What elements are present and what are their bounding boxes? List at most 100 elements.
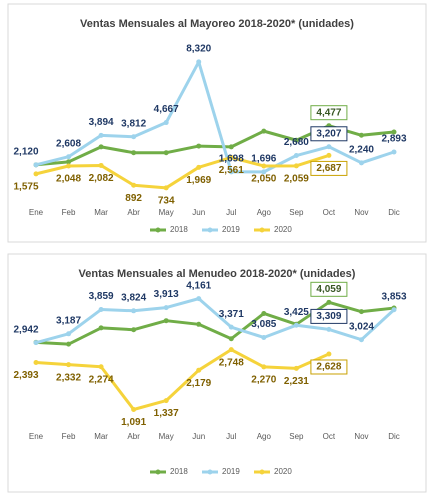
data-label: 1,698 bbox=[219, 153, 244, 164]
point bbox=[293, 322, 299, 328]
point bbox=[163, 185, 169, 191]
point bbox=[33, 162, 39, 168]
data-label: 2,748 bbox=[219, 357, 244, 368]
data-label: 2,608 bbox=[56, 138, 81, 149]
point bbox=[358, 132, 364, 138]
data-label: 3,812 bbox=[121, 118, 146, 129]
point bbox=[196, 321, 202, 327]
data-label: 3,425 bbox=[284, 307, 309, 318]
point bbox=[33, 171, 39, 177]
point bbox=[131, 182, 137, 188]
data-label: 2,059 bbox=[284, 173, 309, 184]
data-label: 3,894 bbox=[89, 117, 114, 128]
data-label: 2,270 bbox=[251, 375, 276, 386]
point bbox=[196, 59, 202, 65]
point bbox=[163, 120, 169, 126]
point bbox=[163, 150, 169, 156]
point bbox=[358, 160, 364, 166]
data-label: 1,969 bbox=[186, 175, 211, 186]
point bbox=[261, 334, 267, 340]
data-label: 2,120 bbox=[13, 146, 38, 157]
point bbox=[66, 154, 72, 160]
point bbox=[358, 309, 364, 315]
point bbox=[261, 364, 267, 370]
point bbox=[228, 324, 234, 330]
point bbox=[391, 129, 397, 135]
x-tick-label: Oct bbox=[323, 208, 336, 217]
point bbox=[66, 331, 72, 337]
x-tick-label: Nov bbox=[354, 432, 368, 441]
data-label: 1,575 bbox=[13, 182, 38, 193]
point bbox=[196, 296, 202, 302]
x-tick-label: Oct bbox=[323, 432, 336, 441]
label-box bbox=[310, 126, 348, 142]
x-tick-label: Jun bbox=[192, 208, 205, 217]
data-label: 2,240 bbox=[349, 144, 374, 155]
x-tick-label: Mar bbox=[94, 208, 108, 217]
data-label: 3,853 bbox=[381, 291, 406, 302]
point bbox=[261, 169, 267, 175]
x-tick-label: Abr bbox=[127, 432, 140, 441]
legend-swatch bbox=[155, 227, 161, 233]
point bbox=[293, 365, 299, 371]
point bbox=[163, 305, 169, 311]
point bbox=[98, 144, 104, 150]
data-label: 4,161 bbox=[186, 280, 211, 291]
label-box bbox=[310, 308, 348, 324]
point bbox=[228, 336, 234, 342]
data-label: 4,477 bbox=[316, 107, 341, 118]
data-label: 892 bbox=[125, 193, 142, 204]
point bbox=[228, 144, 234, 150]
point bbox=[66, 341, 72, 347]
x-tick-label: Ene bbox=[29, 432, 44, 441]
data-label: 3,207 bbox=[316, 128, 341, 139]
point bbox=[66, 159, 72, 165]
legend-label: 2019 bbox=[222, 225, 240, 234]
data-label: 3,085 bbox=[251, 319, 276, 330]
x-tick-label: May bbox=[159, 432, 174, 441]
data-label: 2,231 bbox=[284, 376, 309, 387]
data-label: 2,050 bbox=[251, 174, 276, 185]
point bbox=[196, 143, 202, 149]
point bbox=[131, 150, 137, 156]
point bbox=[228, 347, 234, 353]
legend-swatch bbox=[155, 469, 161, 475]
data-label: 4,059 bbox=[316, 284, 341, 295]
legend-label: 2018 bbox=[170, 225, 188, 234]
point bbox=[98, 364, 104, 370]
point bbox=[98, 325, 104, 331]
point bbox=[163, 398, 169, 404]
point bbox=[33, 359, 39, 365]
data-label: 2,687 bbox=[316, 163, 341, 174]
point bbox=[326, 326, 332, 332]
label-box bbox=[310, 105, 348, 121]
x-tick-label: Ago bbox=[257, 432, 272, 441]
point bbox=[326, 351, 332, 357]
label-box bbox=[310, 160, 348, 176]
series-line bbox=[35, 300, 395, 346]
data-label: 2,680 bbox=[284, 137, 309, 148]
x-tick-label: Mar bbox=[94, 432, 108, 441]
legend-label: 2019 bbox=[222, 467, 240, 476]
point bbox=[66, 362, 72, 368]
data-label: 1,091 bbox=[121, 417, 146, 428]
x-tick-label: Feb bbox=[62, 208, 76, 217]
point bbox=[293, 153, 299, 159]
point bbox=[228, 154, 234, 160]
point bbox=[326, 144, 332, 150]
data-label: 1,337 bbox=[154, 408, 179, 419]
legend-swatch bbox=[207, 227, 213, 233]
x-tick-label: Nov bbox=[354, 208, 368, 217]
data-label: 734 bbox=[158, 195, 175, 206]
legend-label: 2018 bbox=[170, 467, 188, 476]
x-tick-label: Jul bbox=[226, 208, 236, 217]
point bbox=[131, 406, 137, 412]
point bbox=[131, 308, 137, 314]
point bbox=[163, 318, 169, 324]
legend-swatch bbox=[207, 469, 213, 475]
series-line bbox=[35, 348, 330, 411]
data-label: 4,667 bbox=[154, 104, 179, 115]
x-tick-label: Jul bbox=[226, 432, 236, 441]
point bbox=[391, 307, 397, 313]
data-label: 1,696 bbox=[251, 153, 276, 164]
